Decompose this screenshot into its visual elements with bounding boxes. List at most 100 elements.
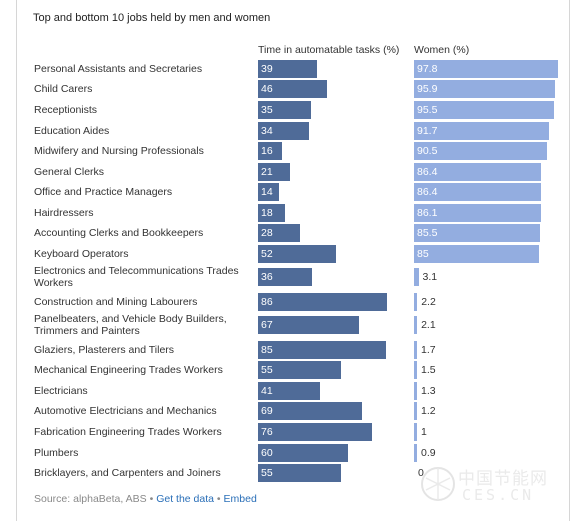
women-value-label: 1.5 bbox=[421, 364, 436, 376]
category-label: Midwifery and Nursing Professionals bbox=[34, 145, 204, 157]
category-label: Child Carers bbox=[34, 83, 93, 95]
category-label: General Clerks bbox=[34, 166, 105, 178]
automatable-bar bbox=[258, 224, 300, 242]
category-label: Fabrication Engineering Trades Workers bbox=[34, 426, 222, 438]
chart-row: Electronics and Telecommunications Trade… bbox=[0, 265, 577, 289]
automatable-column-header: Time in automatable tasks (%) bbox=[258, 44, 400, 56]
source-text: Source: alphaBeta, ABS • bbox=[34, 493, 154, 505]
category-label: Construction and Mining Labourers bbox=[34, 296, 198, 308]
watermark-cn-text: 中国节能网 bbox=[458, 469, 548, 489]
category-label: Panelbeaters, and Vehicle Body Builders,… bbox=[34, 313, 227, 337]
chart-row: Glaziers, Plasterers and Tilers 85 1.7 bbox=[0, 340, 577, 360]
women-bar bbox=[414, 341, 417, 359]
category-label: Mechanical Engineering Trades Workers bbox=[34, 364, 223, 376]
chart-row: Construction and Mining Labourers 86 2.2 bbox=[0, 292, 577, 312]
women-bar bbox=[414, 163, 541, 181]
automatable-bar bbox=[258, 423, 372, 441]
women-bar bbox=[414, 122, 549, 140]
women-bar bbox=[414, 382, 417, 400]
watermark-logo: 中国节能网 CES.CN bbox=[418, 462, 568, 512]
women-bar bbox=[414, 224, 540, 242]
women-value-label: 2.2 bbox=[421, 296, 436, 308]
chart-row: Panelbeaters, and Vehicle Body Builders,… bbox=[0, 313, 577, 337]
chart-frame bbox=[16, 0, 570, 521]
chart-row: Fabrication Engineering Trades Workers 76… bbox=[0, 422, 577, 442]
automatable-bar bbox=[258, 341, 386, 359]
chart-row: General Clerks 21 86.4 bbox=[0, 162, 577, 182]
chart-row: Child Carers 46 95.9 bbox=[0, 79, 577, 99]
women-bar bbox=[414, 142, 548, 160]
automatable-bar bbox=[258, 122, 309, 140]
chart-row: Accounting Clerks and Bookkeepers 28 85.5 bbox=[0, 223, 577, 243]
category-label: Education Aides bbox=[34, 125, 110, 137]
automatable-bar bbox=[258, 268, 312, 286]
watermark-emblem-icon bbox=[421, 467, 455, 501]
chart-row: Education Aides 34 91.7 bbox=[0, 121, 577, 141]
automatable-bar bbox=[258, 444, 348, 462]
women-bar bbox=[414, 423, 417, 441]
category-label: Keyboard Operators bbox=[34, 248, 129, 260]
automatable-bar bbox=[258, 382, 320, 400]
automatable-bar bbox=[258, 402, 362, 420]
watermark-en-text: CES.CN bbox=[462, 486, 535, 504]
automatable-bar bbox=[258, 204, 285, 222]
category-label: Personal Assistants and Secretaries bbox=[34, 63, 203, 75]
women-bar bbox=[414, 101, 555, 119]
women-bar bbox=[414, 361, 417, 379]
embed-link[interactable]: Embed bbox=[223, 493, 257, 505]
category-label: Receptionists bbox=[34, 104, 98, 116]
women-value-label: 3.1 bbox=[422, 271, 438, 283]
women-bar bbox=[414, 268, 419, 286]
women-bar bbox=[414, 80, 555, 98]
chart-row: Midwifery and Nursing Professionals 16 90.… bbox=[0, 141, 577, 161]
women-bar bbox=[414, 60, 558, 78]
chart-row: Personal Assistants and Secretaries 39 97.… bbox=[0, 59, 577, 79]
chart-title: Top and bottom 10 jobs held by men and w… bbox=[33, 12, 271, 24]
category-label: Accounting Clerks and Bookkeepers bbox=[34, 227, 204, 239]
chart-row: Keyboard Operators 52 85 bbox=[0, 244, 577, 264]
women-bar bbox=[414, 402, 417, 420]
automatable-bar bbox=[258, 245, 336, 263]
category-label: Automotive Electricians and Mechanics bbox=[34, 405, 217, 417]
chart-row: Plumbers 60 0.9 bbox=[0, 443, 577, 463]
women-bar bbox=[414, 293, 418, 311]
women-bar bbox=[414, 245, 539, 263]
women-bar bbox=[414, 204, 541, 222]
category-label: Glaziers, Plasterers and Tilers bbox=[34, 344, 175, 356]
women-value-label: 1.3 bbox=[421, 385, 436, 397]
category-label: Office and Practice Managers bbox=[34, 186, 173, 198]
women-bar bbox=[414, 183, 541, 201]
category-label: Bricklayers, and Carpenters and Joiners bbox=[34, 467, 221, 479]
women-value-label: 0.9 bbox=[421, 447, 436, 459]
automatable-bar bbox=[258, 464, 341, 482]
category-label: Electronics and Telecommunications Trade… bbox=[34, 265, 239, 289]
category-label: Electricians bbox=[34, 385, 88, 397]
women-value-label: 1.2 bbox=[421, 405, 436, 417]
women-column-header: Women (%) bbox=[414, 44, 470, 56]
category-label: Plumbers bbox=[34, 447, 79, 459]
chart-row: Automotive Electricians and Mechanics 69 1… bbox=[0, 401, 577, 421]
automatable-bar bbox=[258, 80, 327, 98]
women-bar bbox=[414, 316, 418, 334]
chart-source: Source: alphaBeta, ABS • Get the data • … bbox=[34, 493, 257, 505]
chart-row: Hairdressers 18 86.1 bbox=[0, 203, 577, 223]
automatable-bar bbox=[258, 293, 387, 311]
women-bar bbox=[414, 444, 417, 462]
women-value-label: 2.1 bbox=[421, 319, 436, 331]
chart-row: Receptionists 35 95.5 bbox=[0, 100, 577, 120]
automatable-bar bbox=[258, 101, 311, 119]
footer-separator: • bbox=[216, 493, 221, 505]
chart-row: Mechanical Engineering Trades Workers 55 1… bbox=[0, 360, 577, 380]
automatable-bar bbox=[258, 163, 290, 181]
automatable-bar bbox=[258, 316, 359, 334]
automatable-bar bbox=[258, 361, 341, 379]
chart-row: Office and Practice Managers 14 86.4 bbox=[0, 182, 577, 202]
automatable-bar bbox=[258, 183, 279, 201]
category-label: Hairdressers bbox=[34, 207, 94, 219]
women-value-label: 1.7 bbox=[421, 344, 436, 356]
chart-row: Electricians 41 1.3 bbox=[0, 381, 577, 401]
automatable-bar bbox=[258, 142, 282, 160]
automatable-bar bbox=[258, 60, 317, 78]
get-the-data-link[interactable]: Get the data bbox=[156, 493, 214, 505]
women-value-label: 1 bbox=[421, 426, 427, 438]
